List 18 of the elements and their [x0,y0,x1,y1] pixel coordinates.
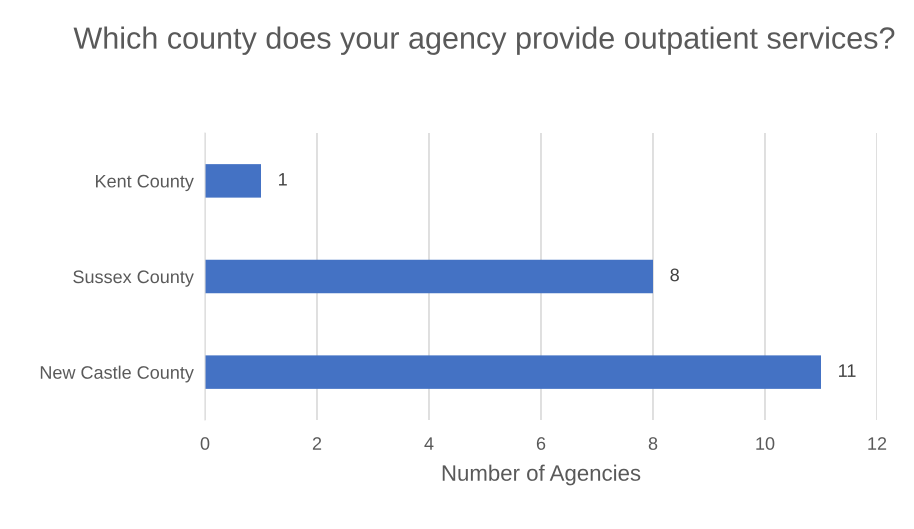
x-tick-label: 12 [868,437,886,450]
bar [205,355,821,389]
x-tick-label: 4 [424,437,434,450]
x-tick-label: 2 [312,437,322,450]
y-tick-label: Kent County [96,174,194,192]
y-tick-label: Sussex County [73,270,194,287]
chart-title: Which county does your agency provide outpatient services? [74,26,894,55]
bar [205,260,653,294]
x-axis-title: Number of Agencies [442,464,640,486]
data-label: 11 [839,364,856,377]
x-tick-label: 0 [200,437,210,450]
data-label: 8 [670,268,679,282]
x-tick-label: 6 [536,437,546,450]
x-tick-label: 10 [756,437,774,450]
x-tick-label: 8 [648,437,658,450]
y-tick-label: New Castle County [40,366,194,382]
bar [205,164,261,198]
data-label: 1 [279,173,287,186]
